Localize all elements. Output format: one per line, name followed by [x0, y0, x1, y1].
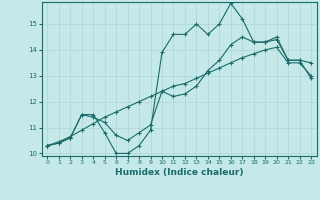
X-axis label: Humidex (Indice chaleur): Humidex (Indice chaleur)	[115, 168, 244, 177]
